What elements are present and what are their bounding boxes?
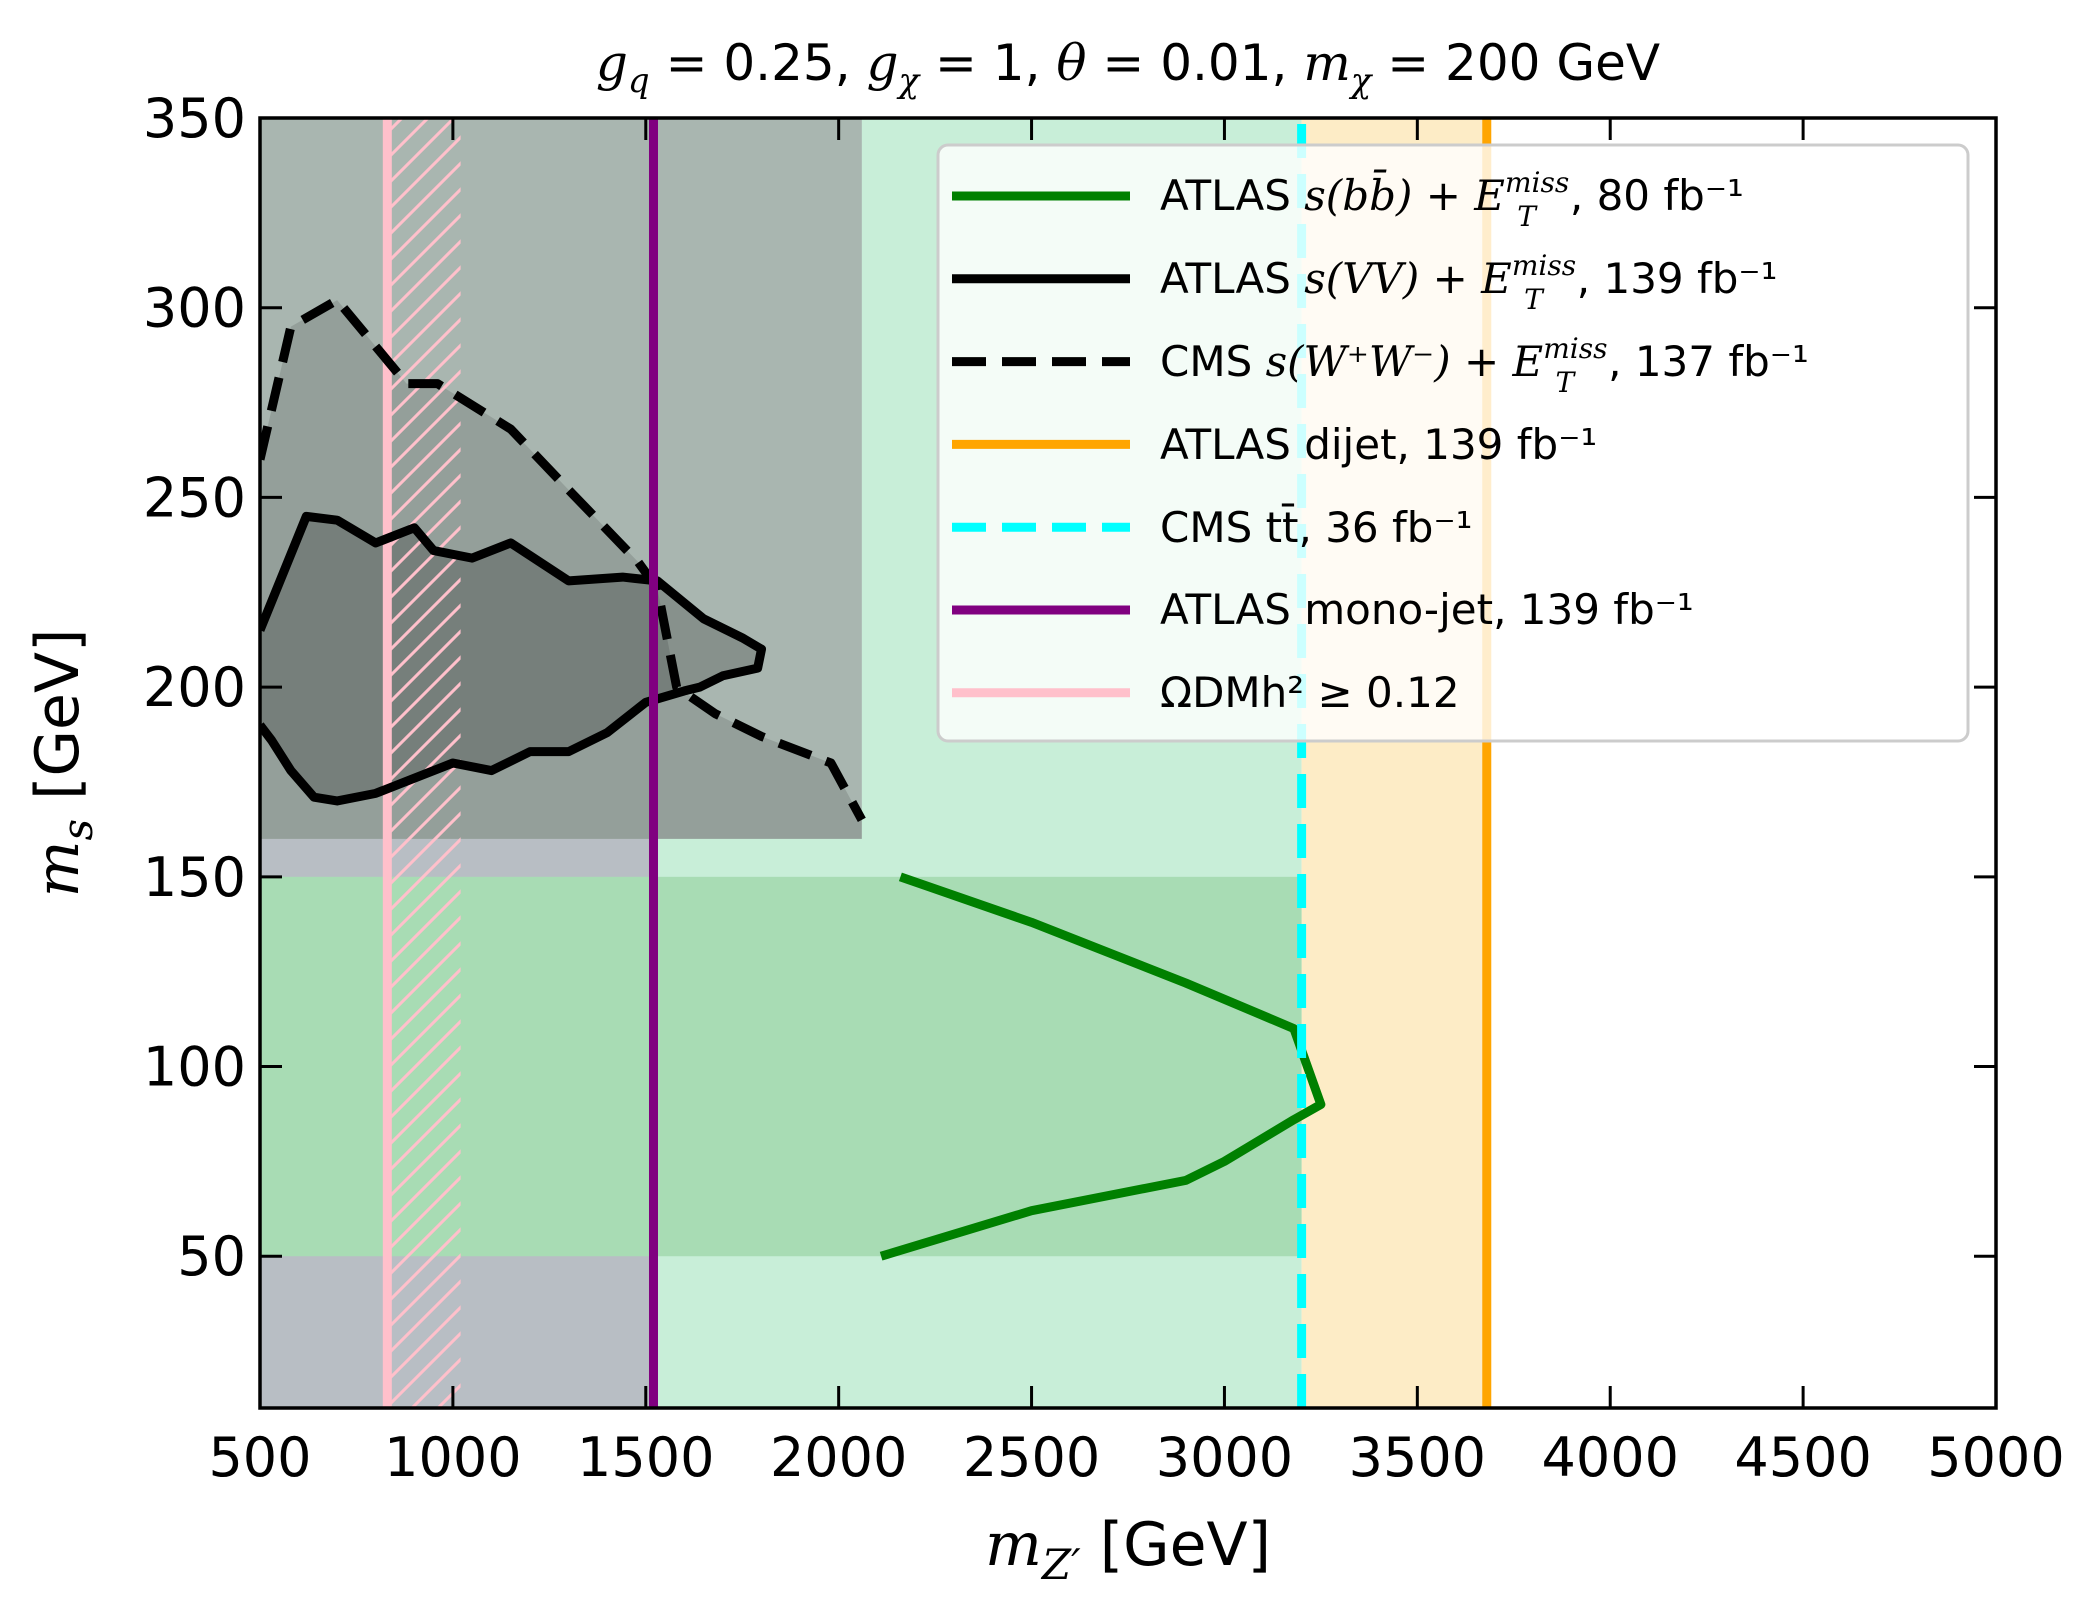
legend-label-relic-density: ΩDMh² ≥ 0.12 — [1160, 668, 1460, 717]
y-tick-label-100: 100 — [143, 1036, 246, 1099]
axes-frame — [258, 116, 1998, 1410]
x-tick-label-500: 500 — [208, 1426, 311, 1489]
vv-mass-range-band — [260, 118, 862, 839]
x-tick-label-2000: 2000 — [770, 1426, 907, 1489]
y-tick-label-150: 150 — [143, 846, 246, 909]
y-tick-label-300: 300 — [143, 277, 246, 340]
x-tick-label-1000: 1000 — [384, 1426, 521, 1489]
x-tick-label-4500: 4500 — [1734, 1426, 1871, 1489]
y-axis-label: ms [GeV] — [23, 629, 102, 898]
y-tick-label-50: 50 — [177, 1225, 246, 1288]
y-tick-label-200: 200 — [143, 656, 246, 719]
x-tick-label-4000: 4000 — [1542, 1426, 1679, 1489]
legend-label-atlas-dijet: ATLAS dijet, 139 fb⁻¹ — [1160, 420, 1597, 469]
y-tick-label-250: 250 — [143, 466, 246, 529]
legend-label-atlas-bb: ATLAS s(bb̄) + Emiss T, 80 fb⁻¹ — [1160, 166, 1744, 233]
legend-label-cms-ww: CMS s(W⁺W⁻) + Emiss T, 137 fb⁻¹ — [1160, 332, 1809, 399]
legend-label-atlas-vv: ATLAS s(VV) + Emiss T, 139 fb⁻¹ — [1160, 249, 1777, 316]
x-tick-label-5000: 5000 — [1927, 1426, 2064, 1489]
series-cms-s-w-w-etmiss — [260, 295, 866, 823]
series-atlas-s-bb-etmiss — [879, 872, 1326, 1261]
legend-label-atlas-monojet: ATLAS mono-jet, 139 fb⁻¹ — [1160, 585, 1694, 634]
legend: ATLAS s(bb̄) + Emiss T, 80 fb⁻¹ ATLAS s(V… — [936, 143, 1970, 743]
legend-box — [936, 143, 1970, 743]
x-tick-label-3500: 3500 — [1349, 1426, 1486, 1489]
x-tick-label-2500: 2500 — [963, 1426, 1100, 1489]
series-atlas-s-vv-etmiss — [260, 511, 767, 806]
x-tick-label-1500: 1500 — [577, 1426, 714, 1489]
x-tick-label-3000: 3000 — [1156, 1426, 1293, 1489]
chart-title: gq = 0.25, gχ = 1, θ = 0.01, mχ = 200 Ge… — [596, 34, 1660, 101]
legend-label-cms-tt: CMS tt̄, 36 fb⁻¹ — [1160, 501, 1472, 552]
y-tick-label-350: 350 — [143, 87, 246, 150]
x-axis-label: mZ′ [GeV] — [985, 1510, 1271, 1589]
